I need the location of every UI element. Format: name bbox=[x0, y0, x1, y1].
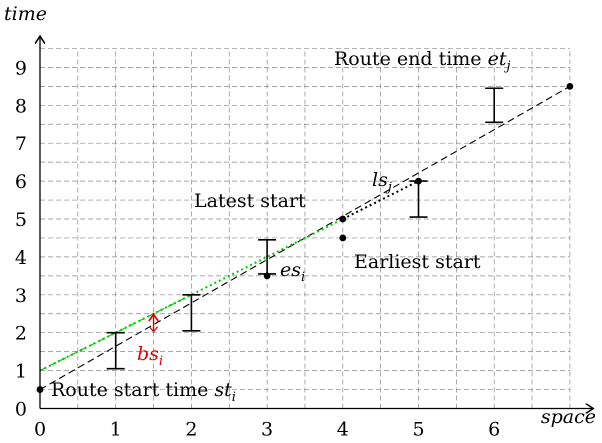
x-tick-label: 2 bbox=[185, 419, 197, 441]
time-window bbox=[107, 333, 125, 369]
earliest-start-label: Earliest start bbox=[354, 251, 481, 273]
x-tick-label: 1 bbox=[110, 419, 122, 441]
y-tick-label: 6 bbox=[15, 171, 27, 193]
y-tick-label: 3 bbox=[15, 285, 27, 307]
y-tick-label: 4 bbox=[15, 247, 27, 269]
x-tick-label: 0 bbox=[34, 419, 46, 441]
grid-lines bbox=[40, 48, 570, 408]
data-point bbox=[415, 178, 422, 185]
latest-start-label: Latest start bbox=[194, 190, 306, 212]
data-point bbox=[339, 235, 346, 242]
y-tick-label: 9 bbox=[15, 57, 27, 79]
y-tick-label: 8 bbox=[15, 95, 27, 117]
x-tick-label: 5 bbox=[412, 419, 424, 441]
x-tick-label: 6 bbox=[488, 419, 500, 441]
y-tick-label: 0 bbox=[15, 399, 27, 421]
route-start-label: Route start time sti bbox=[51, 379, 236, 405]
data-point bbox=[339, 216, 346, 223]
data-point bbox=[264, 272, 271, 279]
time-window bbox=[410, 181, 428, 217]
y-axis-label: time bbox=[4, 3, 47, 25]
x-tick-label: 3 bbox=[261, 419, 273, 441]
y-tick-label: 7 bbox=[15, 133, 27, 155]
route-end-label: Route end time etj bbox=[334, 48, 511, 74]
bs-label: bsi bbox=[137, 343, 163, 369]
data-point bbox=[567, 83, 574, 90]
es-label: esi bbox=[280, 259, 305, 285]
x-axis-label: space bbox=[541, 406, 596, 428]
data-point bbox=[37, 386, 44, 393]
axes bbox=[40, 38, 592, 409]
y-tick-label: 5 bbox=[15, 209, 27, 231]
y-tick-label: 1 bbox=[15, 361, 27, 383]
time-window bbox=[182, 295, 200, 331]
ls-label: lsj bbox=[372, 169, 392, 195]
x-tick-label: 4 bbox=[337, 419, 349, 441]
y-tick-label: 2 bbox=[15, 323, 27, 345]
